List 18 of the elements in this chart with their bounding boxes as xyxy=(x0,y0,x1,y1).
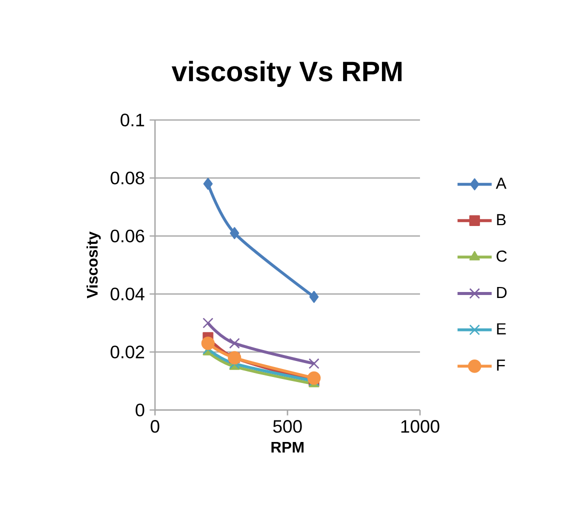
legend-label: D xyxy=(497,286,507,298)
chart-title: viscosity Vs RPM xyxy=(172,60,402,87)
y-tick-label: 0 xyxy=(136,404,144,416)
y-axis-title: Viscosity xyxy=(86,232,101,298)
y-tick-label: 0.08 xyxy=(110,172,144,184)
x-tick-label: 1000 xyxy=(401,420,440,433)
legend-label: E xyxy=(497,323,506,334)
legend-label: B xyxy=(497,214,506,226)
legend-label: F xyxy=(497,360,505,371)
y-tick-label: 0.1 xyxy=(120,114,144,126)
legend-label: A xyxy=(496,178,506,189)
x-tick-label: 500 xyxy=(273,420,302,433)
x-axis-title: RPM xyxy=(271,442,304,452)
legend-label: C xyxy=(496,250,507,262)
y-tick-label: 0.02 xyxy=(110,346,144,358)
x-tick-label: 0 xyxy=(150,420,160,433)
y-tick-label: 0.06 xyxy=(110,230,144,242)
y-tick-label: 0.04 xyxy=(110,288,144,300)
